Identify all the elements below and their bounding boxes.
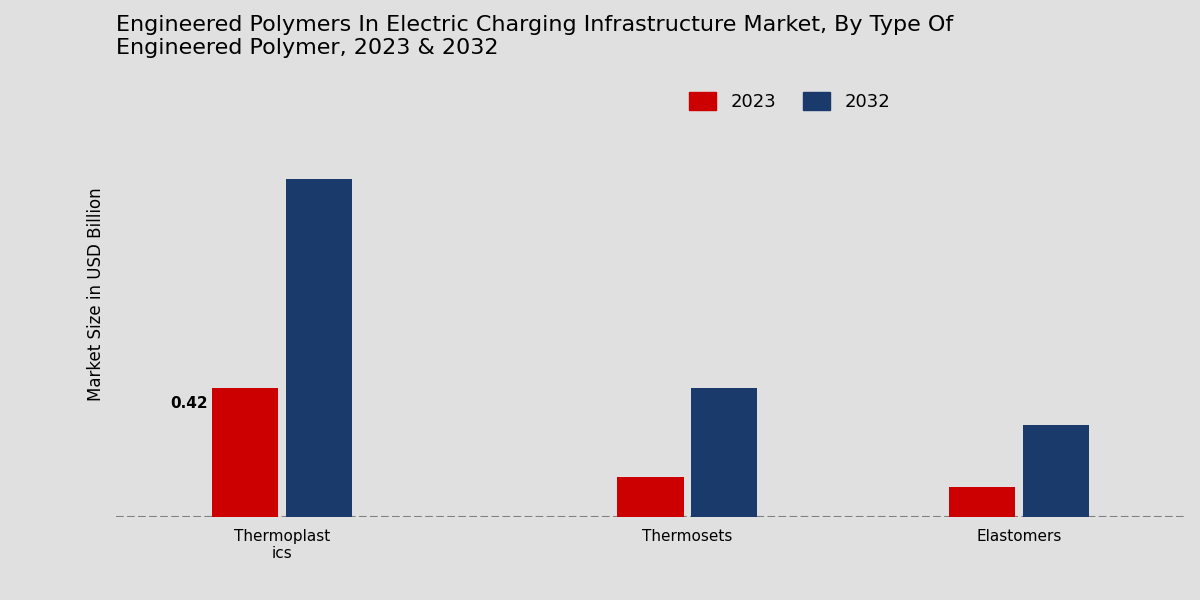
Bar [691,388,757,517]
Text: Engineered Polymers In Electric Charging Infrastructure Market, By Type Of
Engin: Engineered Polymers In Electric Charging… [116,15,953,58]
Bar [1022,425,1090,517]
Bar [617,478,684,517]
Text: 0.42: 0.42 [170,396,208,411]
Bar [212,388,278,517]
Bar [949,487,1015,517]
Y-axis label: Market Size in USD Billion: Market Size in USD Billion [88,187,106,401]
Bar [286,179,352,517]
Legend: 2023, 2032: 2023, 2032 [682,85,898,118]
